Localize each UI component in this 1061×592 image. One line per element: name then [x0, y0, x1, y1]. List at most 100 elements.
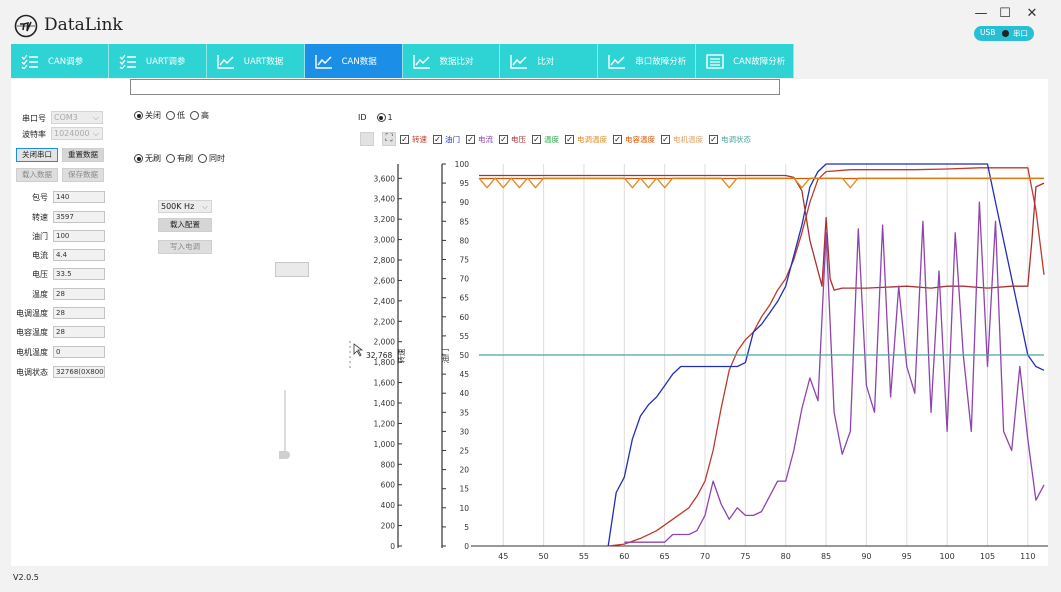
connection-toggle[interactable]: USB 串口	[974, 26, 1034, 41]
legend-label: 温度	[544, 135, 559, 144]
mouse-cursor-icon	[353, 343, 364, 357]
left-tick-label: 0	[390, 542, 395, 551]
vertical-slider-track[interactable]	[284, 390, 286, 455]
left-tick-label: 200	[381, 522, 396, 531]
small-input[interactable]	[275, 262, 309, 277]
left-tick-label: 600	[381, 481, 396, 490]
reading-label: 油门	[32, 232, 48, 241]
bitrate-select-value: 500K Hz	[161, 202, 195, 211]
series-line-2	[479, 174, 1045, 291]
x-tick-label: 50	[539, 552, 549, 561]
reading-value: 33.5	[53, 268, 105, 280]
slider-value-label: 32,768	[366, 351, 392, 360]
legend-checkbox[interactable]: ✓	[565, 134, 574, 144]
baud-select-value: 1024000	[54, 129, 90, 138]
can-data-chart[interactable]: 02004006008001,0001,2001,4001,6001,8002,…	[340, 156, 1052, 566]
right-tick-label: 60	[459, 313, 469, 322]
brake-radio[interactable]	[198, 154, 207, 163]
legend-label: 油门	[445, 135, 460, 144]
list-check-icon	[119, 54, 136, 69]
x-tick-label: 85	[821, 552, 831, 561]
maximize-button[interactable]: ☐	[999, 6, 1011, 21]
id-label: ID	[358, 113, 367, 122]
tab-6[interactable]: 串口故障分析	[598, 44, 697, 78]
reading-value: 100	[53, 230, 105, 242]
content-panel	[11, 79, 1048, 566]
tab-label: CAN数据	[341, 57, 377, 67]
tab-0[interactable]: CAN调参	[11, 44, 109, 78]
left-tick-label: 800	[381, 460, 396, 469]
tab-5[interactable]: 比对	[500, 44, 599, 78]
reset-data-button[interactable]: 重置数据	[62, 148, 104, 162]
right-tick-label: 70	[459, 275, 469, 284]
brake-radio[interactable]	[166, 154, 175, 163]
reading-value: 28	[53, 326, 105, 338]
legend-checkbox[interactable]: ✓	[466, 134, 475, 144]
legend-checkbox[interactable]: ✓	[709, 134, 718, 144]
brake-radio-label: 有刷	[177, 154, 193, 163]
tab-label: CAN调参	[48, 57, 84, 67]
baud-select[interactable]: 1024000 ⌵	[51, 127, 103, 140]
legend-checkbox[interactable]: ✓	[613, 134, 622, 144]
motor-radio-group: 无刷 有刷 同时	[131, 153, 227, 164]
list-check-icon	[21, 54, 38, 69]
reading-value: 140	[53, 191, 105, 203]
reading-label: 转速	[32, 213, 48, 222]
x-tick-label: 65	[660, 552, 670, 561]
save-data-button[interactable]: 保存数据	[62, 168, 104, 182]
port-label: 串口号	[22, 114, 46, 123]
level-radio[interactable]	[190, 111, 199, 120]
close-port-button[interactable]: 关闭串口	[16, 148, 58, 162]
brake-radio[interactable]	[134, 154, 143, 163]
level-radio[interactable]	[166, 111, 175, 120]
toggle-usb-label: USB	[980, 28, 996, 37]
port-select-value: COM3	[54, 113, 78, 122]
legend-checkbox[interactable]: ✓	[499, 134, 508, 144]
baud-label: 波特率	[22, 130, 46, 139]
legend-label: 电机温度	[673, 135, 703, 144]
legend-label: 电调状态	[721, 135, 751, 144]
main-tabs: CAN调参 UART调参 UART数据 CAN数据 数据比对 比对 串口故障分析 CAN故障分…	[11, 44, 794, 78]
tab-7[interactable]: CAN故障分析	[696, 44, 794, 78]
level-radio[interactable]	[134, 111, 143, 120]
tab-4[interactable]: 数据比对	[402, 44, 501, 78]
left-tick-label: 3,000	[374, 236, 396, 245]
tab-3[interactable]: CAN数据	[304, 44, 403, 78]
chevron-down-icon: ⌵	[92, 113, 99, 122]
right-tick-label: 50	[459, 351, 469, 360]
legend-checkbox[interactable]: ✓	[400, 134, 409, 144]
legend-checkbox[interactable]: ✓	[433, 134, 442, 144]
tab-label: UART调参	[145, 57, 186, 67]
id-radio[interactable]	[376, 113, 386, 122]
x-tick-label: 90	[861, 552, 871, 561]
level-radio-group: 关闭 低 高	[131, 110, 211, 121]
port-select[interactable]: COM3 ⌵	[51, 111, 103, 124]
tab-1[interactable]: UART调参	[108, 44, 207, 78]
reading-label: 电调状态	[16, 368, 48, 377]
x-tick-label: 110	[1020, 552, 1035, 561]
minimize-button[interactable]: —	[974, 6, 988, 21]
x-tick-label: 105	[980, 552, 995, 561]
bitrate-select[interactable]: 500K Hz ⌵	[158, 200, 212, 213]
write-motor-button[interactable]: 写入电调	[158, 240, 212, 254]
color-swatch-button[interactable]	[360, 132, 374, 146]
tab-2[interactable]: UART数据	[206, 44, 305, 78]
reading-value: 4.4	[53, 249, 105, 261]
brake-radio-label: 同时	[209, 154, 225, 163]
close-button[interactable]: ✕	[1026, 6, 1038, 21]
legend-checkbox[interactable]: ✓	[661, 134, 670, 144]
reading-label: 电压	[32, 270, 48, 279]
load-config-button[interactable]: 载入配置	[158, 218, 212, 232]
load-data-button[interactable]: 载入数据	[16, 168, 58, 182]
message-box[interactable]	[130, 79, 780, 95]
toggle-serial-label: 串口	[1013, 29, 1028, 38]
series-line-6	[478, 177, 1044, 189]
fit-view-icon[interactable]: ⛶	[382, 132, 396, 146]
right-tick-label: 75	[459, 256, 469, 265]
x-tick-label: 45	[498, 552, 508, 561]
legend-checkbox[interactable]: ✓	[532, 134, 541, 144]
right-tick-label: 95	[459, 179, 469, 188]
right-tick-label: 100	[455, 160, 470, 169]
vertical-slider-thumb[interactable]	[279, 451, 290, 459]
right-tick-label: 55	[459, 332, 469, 341]
